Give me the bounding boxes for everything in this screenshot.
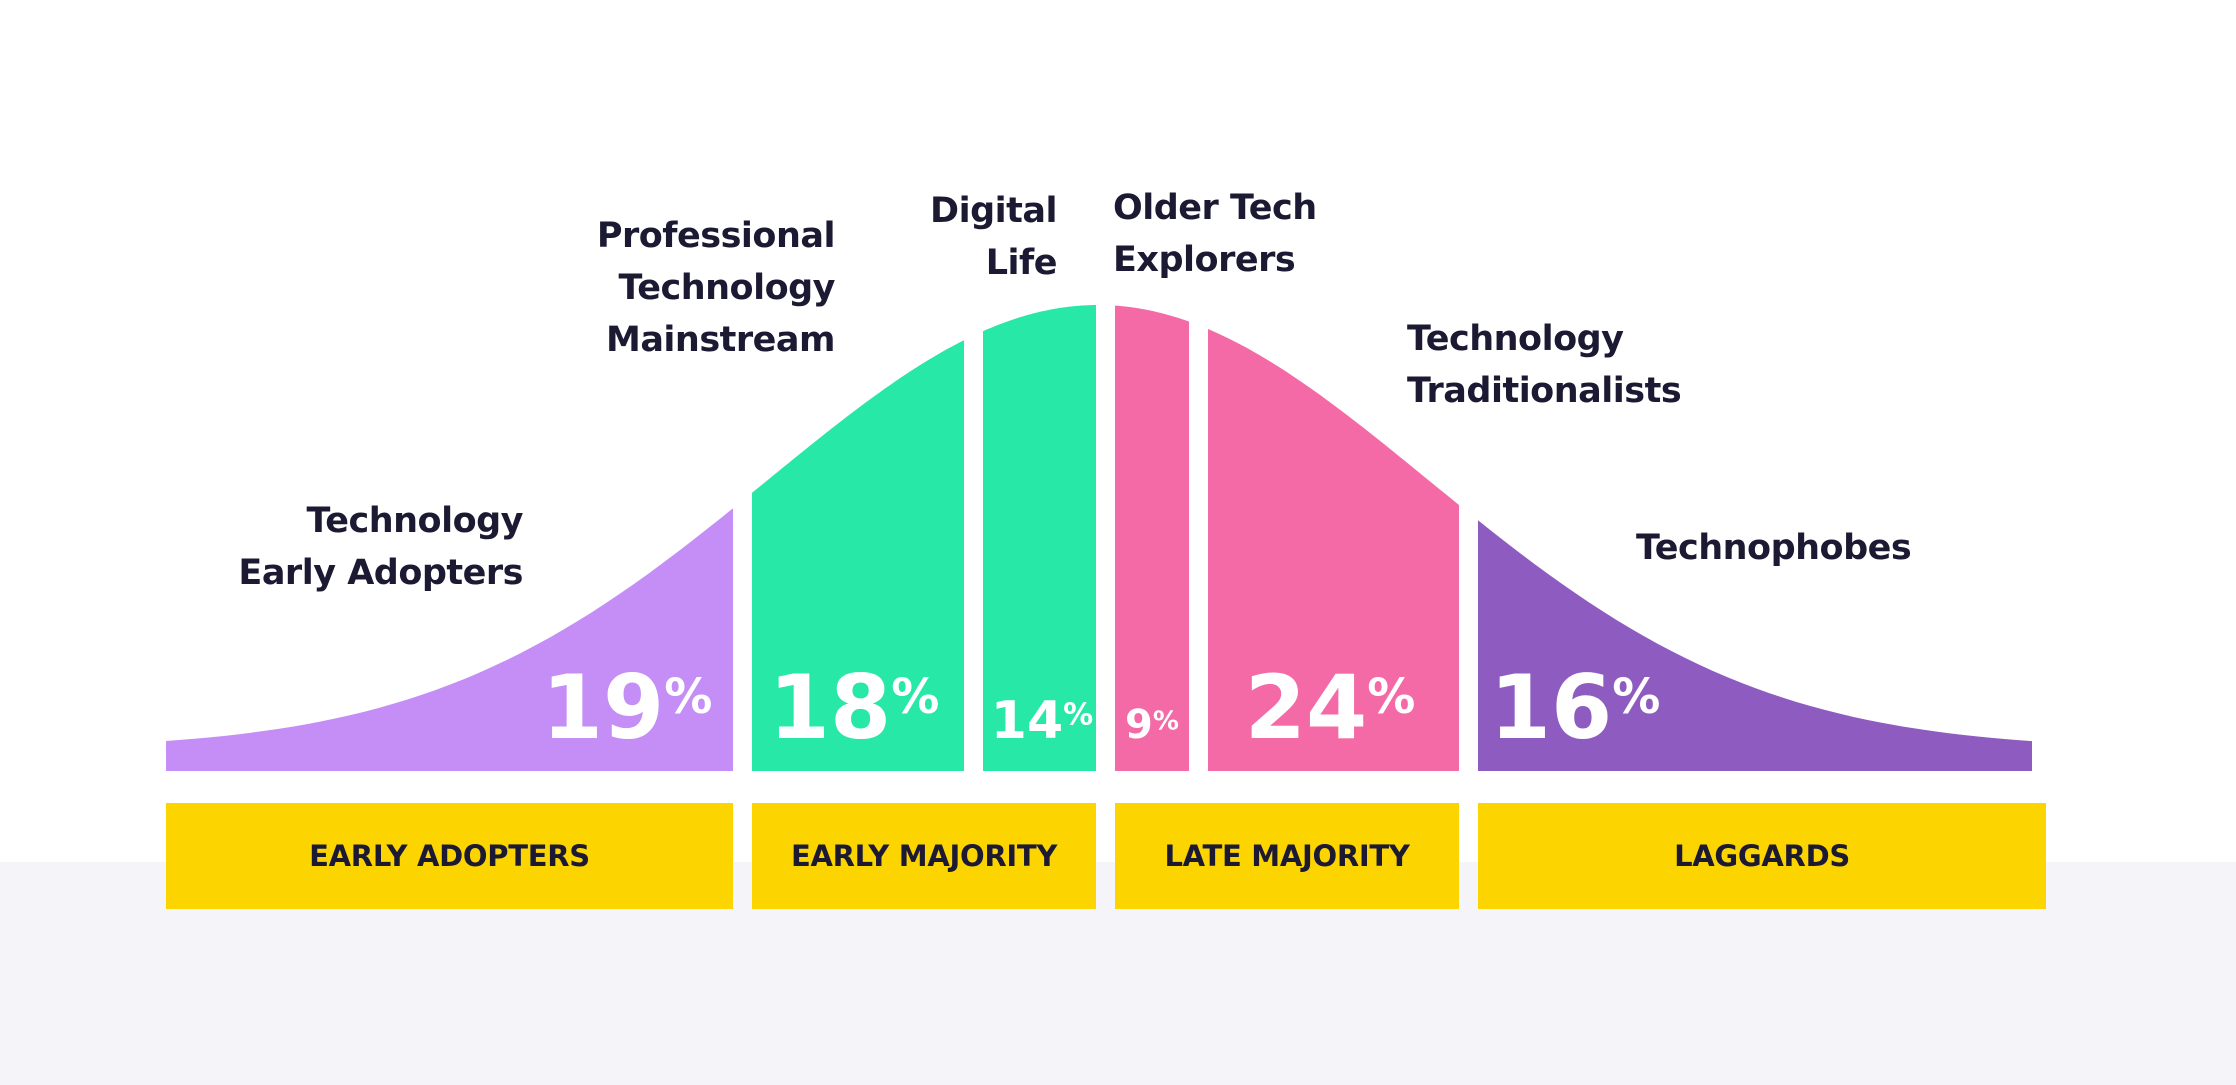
percent-label: 19% (542, 656, 713, 759)
percent-label: 9% (1125, 702, 1179, 748)
group-box-early-majority: EARLY MAJORITY (752, 803, 1096, 909)
curve-segment-technology-traditionalists (1208, 329, 1459, 771)
segment-label-digital-life: Digital Life (930, 185, 1057, 289)
percent-label: 24% (1245, 656, 1416, 759)
group-label: LAGGARDS (1674, 839, 1850, 873)
percent-label: 16% (1490, 656, 1661, 759)
group-label: EARLY MAJORITY (790, 839, 1058, 873)
curve-segment-technology-early-adopters (166, 508, 733, 771)
segment-label-line: Technology (1407, 319, 1624, 359)
segment-label-line: Professional (596, 216, 836, 256)
segment-label-professional-technology-mainstream: Professional Technology Mainstream (596, 210, 836, 366)
segment-label-technology-traditionalists: Technology Traditionalists (1407, 313, 1682, 417)
segment-label-line: Traditionalists (1407, 371, 1682, 411)
curve-segment-professional-technology-mainstream (752, 340, 964, 771)
group-label: LATE MAJORITY (1164, 839, 1410, 873)
segment-label-line: Technology (618, 268, 835, 308)
group-box-laggards: LAGGARDS (1478, 803, 2046, 909)
segment-label-line: Life (985, 243, 1058, 283)
curve-segment-older-tech-explorers (1115, 305, 1189, 771)
segment-label-line: Explorers (1113, 240, 1296, 280)
segment-label-line: Technology (306, 501, 523, 541)
segment-label-technology-early-adopters: Technology Early Adopters (238, 495, 523, 599)
group-box-late-majority: LATE MAJORITY (1115, 803, 1459, 909)
segment-label-line: Digital (930, 191, 1057, 231)
segment-label-technophobes: Technophobes (1636, 522, 1912, 574)
segment-label-line: Mainstream (605, 320, 836, 360)
curve-segment-digital-life (983, 305, 1096, 771)
percent-label: 18% (769, 656, 940, 759)
segment-label-line: Early Adopters (238, 553, 523, 593)
percent-label: 14% (991, 691, 1093, 751)
segment-label-line: Technophobes (1636, 528, 1912, 568)
group-label: EARLY ADOPTERS (309, 839, 590, 873)
segment-label-line: Older Tech (1113, 188, 1317, 228)
segment-label-older-tech-explorers: Older Tech Explorers (1113, 182, 1317, 286)
group-box-early-adopters: EARLY ADOPTERS (166, 803, 733, 909)
curve-segment-technophobes (1478, 520, 2032, 771)
